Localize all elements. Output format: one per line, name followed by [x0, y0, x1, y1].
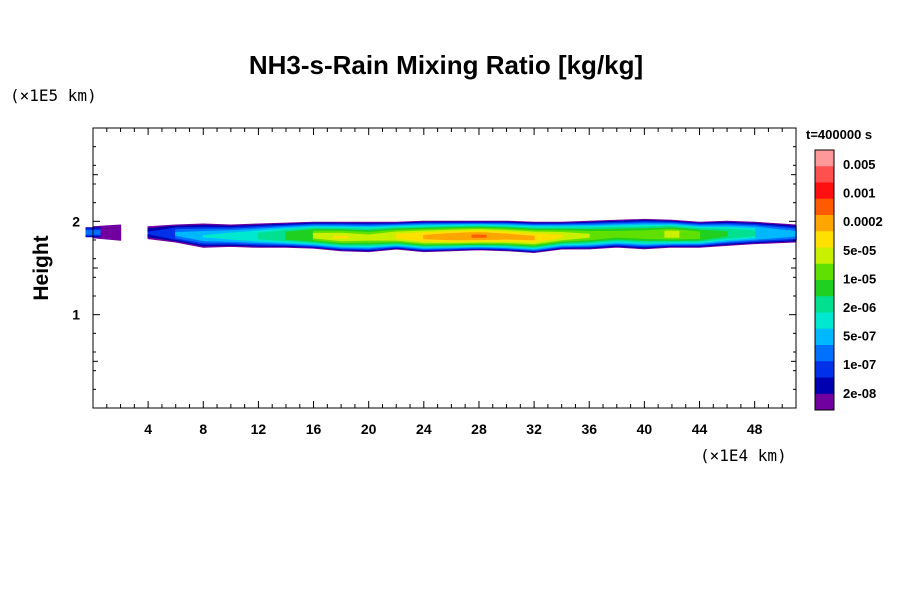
- x-tick-label: 12: [251, 421, 267, 437]
- field-contour-band: [471, 234, 487, 238]
- time-label: t=400000 s: [806, 127, 872, 142]
- x-tick-label: 28: [471, 421, 487, 437]
- colorbar-swatch: [815, 393, 834, 411]
- x-tick-label: 24: [416, 421, 432, 437]
- y-axis-label: Height: [30, 235, 53, 300]
- field-contour-band: [333, 235, 349, 239]
- colorbar-swatch: [815, 166, 834, 183]
- colorbar-swatch: [815, 215, 834, 232]
- colorbar-swatch: [815, 182, 834, 200]
- colorbar-label: 0.0002: [843, 214, 883, 229]
- plot-area: 4 8 12 16 20 24 28 32 36 40 44 48 12: [72, 127, 797, 437]
- colorbar-label: 2e-06: [843, 300, 876, 315]
- y-tick-label: 1: [72, 307, 80, 323]
- colorbar-swatch: [815, 361, 834, 378]
- x-tick-label: 16: [306, 421, 322, 437]
- x-tick-label: 36: [581, 421, 597, 437]
- x-tick-label: 40: [637, 421, 653, 437]
- colorbar-label: 0.001: [843, 186, 876, 201]
- colorbar-swatch: [815, 263, 834, 281]
- mixing-ratio-field: [85, 218, 797, 253]
- colorbar-swatch: [815, 328, 834, 346]
- field-contour-band: [664, 230, 680, 238]
- colorbar-swatch: [815, 345, 834, 362]
- colorbar: 0.005 0.001 0.0002 5e-05 1e-05 2e-06 5e-07 1e-0…: [814, 149, 883, 411]
- colorbar-label: 5e-07: [843, 329, 876, 344]
- colorbar-swatch: [815, 280, 834, 297]
- plot-frame: [92, 127, 797, 409]
- colorbar-swatch: [815, 247, 834, 265]
- x-tick-label: 48: [747, 421, 763, 437]
- x-tick-label: 20: [361, 421, 377, 437]
- colorbar-swatch: [815, 231, 834, 248]
- colorbar-swatch: [815, 150, 834, 167]
- colorbar-label: 5e-05: [843, 243, 876, 258]
- colorbar-label: 1e-07: [843, 357, 876, 372]
- x-axis-ticks: 4 8 12 16 20 24 28 32 36 40 44 48: [106, 128, 783, 437]
- colorbar-swatch: [815, 377, 834, 395]
- x-tick-label: 32: [526, 421, 542, 437]
- colorbar-swatch: [815, 312, 834, 330]
- x-tick-label: 44: [692, 421, 708, 437]
- colorbar-swatch: [815, 198, 834, 216]
- colorbar-label: 1e-05: [843, 271, 876, 286]
- x-tick-label: 8: [199, 421, 207, 437]
- x-tick-label: 4: [144, 421, 152, 437]
- colorbar-frame: [814, 149, 835, 411]
- colorbar-label: 2e-08: [843, 386, 876, 401]
- y-axis-ticks: 12: [72, 146, 796, 390]
- y-tick-label: 2: [72, 213, 80, 229]
- colorbar-label: 0.005: [843, 157, 876, 172]
- x-unit-label: (×1E4 km): [700, 446, 787, 465]
- y-unit-label: (×1E5 km): [10, 86, 97, 105]
- colorbar-swatch: [815, 296, 834, 313]
- chart-title: NH3-s-Rain Mixing Ratio [kg/kg]: [249, 50, 643, 80]
